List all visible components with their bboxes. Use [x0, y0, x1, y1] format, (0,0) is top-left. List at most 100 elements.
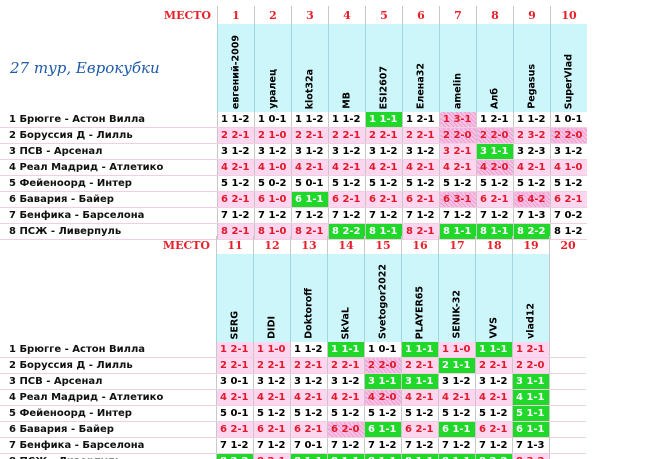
prediction-cell: 4 2-1	[439, 159, 477, 176]
prediction-cell: 8 1-1	[401, 453, 439, 459]
prediction-cell: 2 2-1	[401, 357, 439, 374]
prediction-cell: 4 2-1	[402, 159, 440, 176]
prediction-cell: 7 1-2	[401, 437, 439, 454]
prediction-cell: 7 1-2	[217, 207, 255, 224]
results-table-2: МЕСТО 11 12 13 14 15 16 17 18 19 20 SERG…	[0, 236, 586, 459]
place-number: 16	[401, 236, 439, 254]
prediction-cell: 4 2-1	[365, 159, 403, 176]
prediction-cell: 8 2-1	[253, 453, 291, 459]
match-label: 5 Фейеноорд - Интер	[0, 175, 218, 192]
match-label: 5 Фейеноорд - Интер	[0, 405, 217, 422]
prediction-cell: 4 2-1	[253, 389, 291, 406]
prediction-cell: 3 0-1	[216, 373, 254, 390]
player-name: Svetogor2022	[377, 264, 389, 339]
prediction-cell: 6 2-1	[290, 421, 328, 438]
player-header: MB	[328, 24, 366, 112]
prediction-cell: 5 1-2	[217, 175, 255, 192]
prediction-cell: 6 1-0	[254, 191, 292, 208]
table-row: 4 Реал Мадрид - Атлетико 4 2-1 4 1-0 4 2-1 4…	[0, 159, 587, 176]
prediction-cell: 7 1-2	[475, 437, 513, 454]
prediction-cell: 1 2-1	[402, 112, 440, 128]
prediction-cell: 7 1-2	[216, 437, 254, 454]
prediction-cell: 4 1-0	[254, 159, 292, 176]
player-name: amelin	[452, 72, 464, 109]
place-number: 4	[328, 6, 366, 24]
table-row: 5 Фейеноорд - Интер 5 0-1 5 1-2 5 1-2 5 1-2 5…	[0, 405, 586, 422]
prediction-cell: 8 1-1	[290, 453, 328, 459]
player-name: Алб	[489, 88, 501, 109]
prediction-cell: 1 1-0	[438, 342, 476, 358]
match-label: 4 Реал Мадрид - Атлетико	[0, 159, 218, 176]
player-header: amelin	[439, 24, 477, 112]
players-row: 27 тур, Еврокубки евгений-2009 уралец kl…	[0, 24, 587, 112]
prediction-cell: 7 1-2	[364, 437, 402, 454]
prediction-cell: 1 0-1	[254, 112, 292, 128]
prediction-cell	[549, 373, 586, 390]
prediction-cell: 2 2-0	[364, 357, 402, 374]
place-number: 15	[364, 236, 402, 254]
prediction-cell: 4 2-0	[364, 389, 402, 406]
prediction-cell: 5 1-2	[439, 175, 477, 192]
prediction-cell: 6 2-1	[216, 421, 254, 438]
table-row: 3 ПСВ - Арсенал 3 0-1 3 1-2 3 1-2 3 1-2 3 1-1…	[0, 373, 586, 390]
prediction-cell: 2 2-1	[217, 127, 255, 144]
prediction-cell: 2 2-1	[365, 127, 403, 144]
prediction-cell	[549, 453, 586, 459]
prediction-cell: 8 3-2	[512, 453, 550, 459]
prediction-cell: 5 1-2	[550, 175, 587, 192]
place-number: 17	[438, 236, 476, 254]
player-header: SkVaL	[327, 254, 365, 342]
prediction-cell: 2 2-1	[327, 357, 365, 374]
prediction-cell: 5 1-2	[253, 405, 291, 422]
prediction-cell: 2 3-2	[513, 127, 551, 144]
player-header: Алб	[476, 24, 514, 112]
prediction-cell: 4 2-1	[217, 159, 255, 176]
prediction-cell: 4 2-0	[476, 159, 514, 176]
prediction-cell: 3 1-1	[401, 373, 439, 390]
prediction-cell: 2 1-1	[438, 357, 476, 374]
match-label: 2 Боруссия Д - Лилль	[0, 127, 218, 144]
prediction-cell: 7 1-2	[402, 207, 440, 224]
prediction-cell: 6 2-1	[401, 421, 439, 438]
player-header: ESI2607	[365, 24, 403, 112]
table-row: 6 Бавария - Байер 6 2-1 6 2-1 6 2-1 6 2-0 6 1…	[0, 421, 586, 438]
prediction-cell: 4 2-1	[513, 159, 551, 176]
prediction-cell: 8 2-1	[402, 223, 440, 240]
header-spacer	[0, 254, 217, 342]
table-row: 6 Бавария - Байер 6 2-1 6 1-0 6 1-1 6 2-1 6 2…	[0, 191, 587, 208]
prediction-cell: 7 1-3	[512, 437, 550, 454]
player-header: Doktoroff	[290, 254, 328, 342]
prediction-cell: 4 2-1	[401, 389, 439, 406]
table-row: 7 Бенфика - Барселона 7 1-2 7 1-2 7 0-1 7 1-…	[0, 437, 586, 454]
prediction-cell: 2 2-1	[291, 127, 329, 144]
prediction-cell: 3 1-2	[550, 143, 587, 160]
prediction-cell: 3 1-2	[475, 373, 513, 390]
player-header: VVS	[475, 254, 513, 342]
match-label: 7 Бенфика - Барселона	[0, 437, 217, 454]
prediction-cell: 6 2-0	[327, 421, 365, 438]
table-body-2: 1 Брюгге - Астон Вилла 1 2-1 1 1-0 1 1-2 1 1…	[0, 342, 586, 459]
prediction-cell: 2 2-0	[476, 127, 514, 144]
prediction-cell: 8 1-1	[438, 453, 476, 459]
place-number: 9	[513, 6, 551, 24]
page-title: 27 тур, Еврокубки	[10, 59, 160, 77]
prediction-cell: 5 1-2	[290, 405, 328, 422]
prediction-cell: 6 1-1	[291, 191, 329, 208]
table-row: 1 Брюгге - Астон Вилла 1 2-1 1 1-0 1 1-2 1 1…	[0, 342, 586, 358]
prediction-cell: 5 1-2	[365, 175, 403, 192]
prediction-cell: 6 4-2	[513, 191, 551, 208]
prediction-cell: 1 1-2	[217, 112, 255, 128]
match-label: 7 Бенфика - Барселона	[0, 207, 218, 224]
place-number: 5	[365, 6, 403, 24]
prediction-cell	[549, 405, 586, 422]
prediction-cell: 3 1-1	[476, 143, 514, 160]
prediction-cell: 1 0-1	[364, 342, 402, 358]
prediction-cell: 4 2-1	[438, 389, 476, 406]
player-header: klot32a	[291, 24, 329, 112]
prediction-cell: 2 2-1	[475, 357, 513, 374]
prediction-cell: 3 1-2	[254, 143, 292, 160]
place-number: 10	[550, 6, 587, 24]
player-name: евгений-2009	[230, 34, 242, 109]
player-name: klot32a	[304, 68, 316, 109]
player-header: уралец	[254, 24, 292, 112]
